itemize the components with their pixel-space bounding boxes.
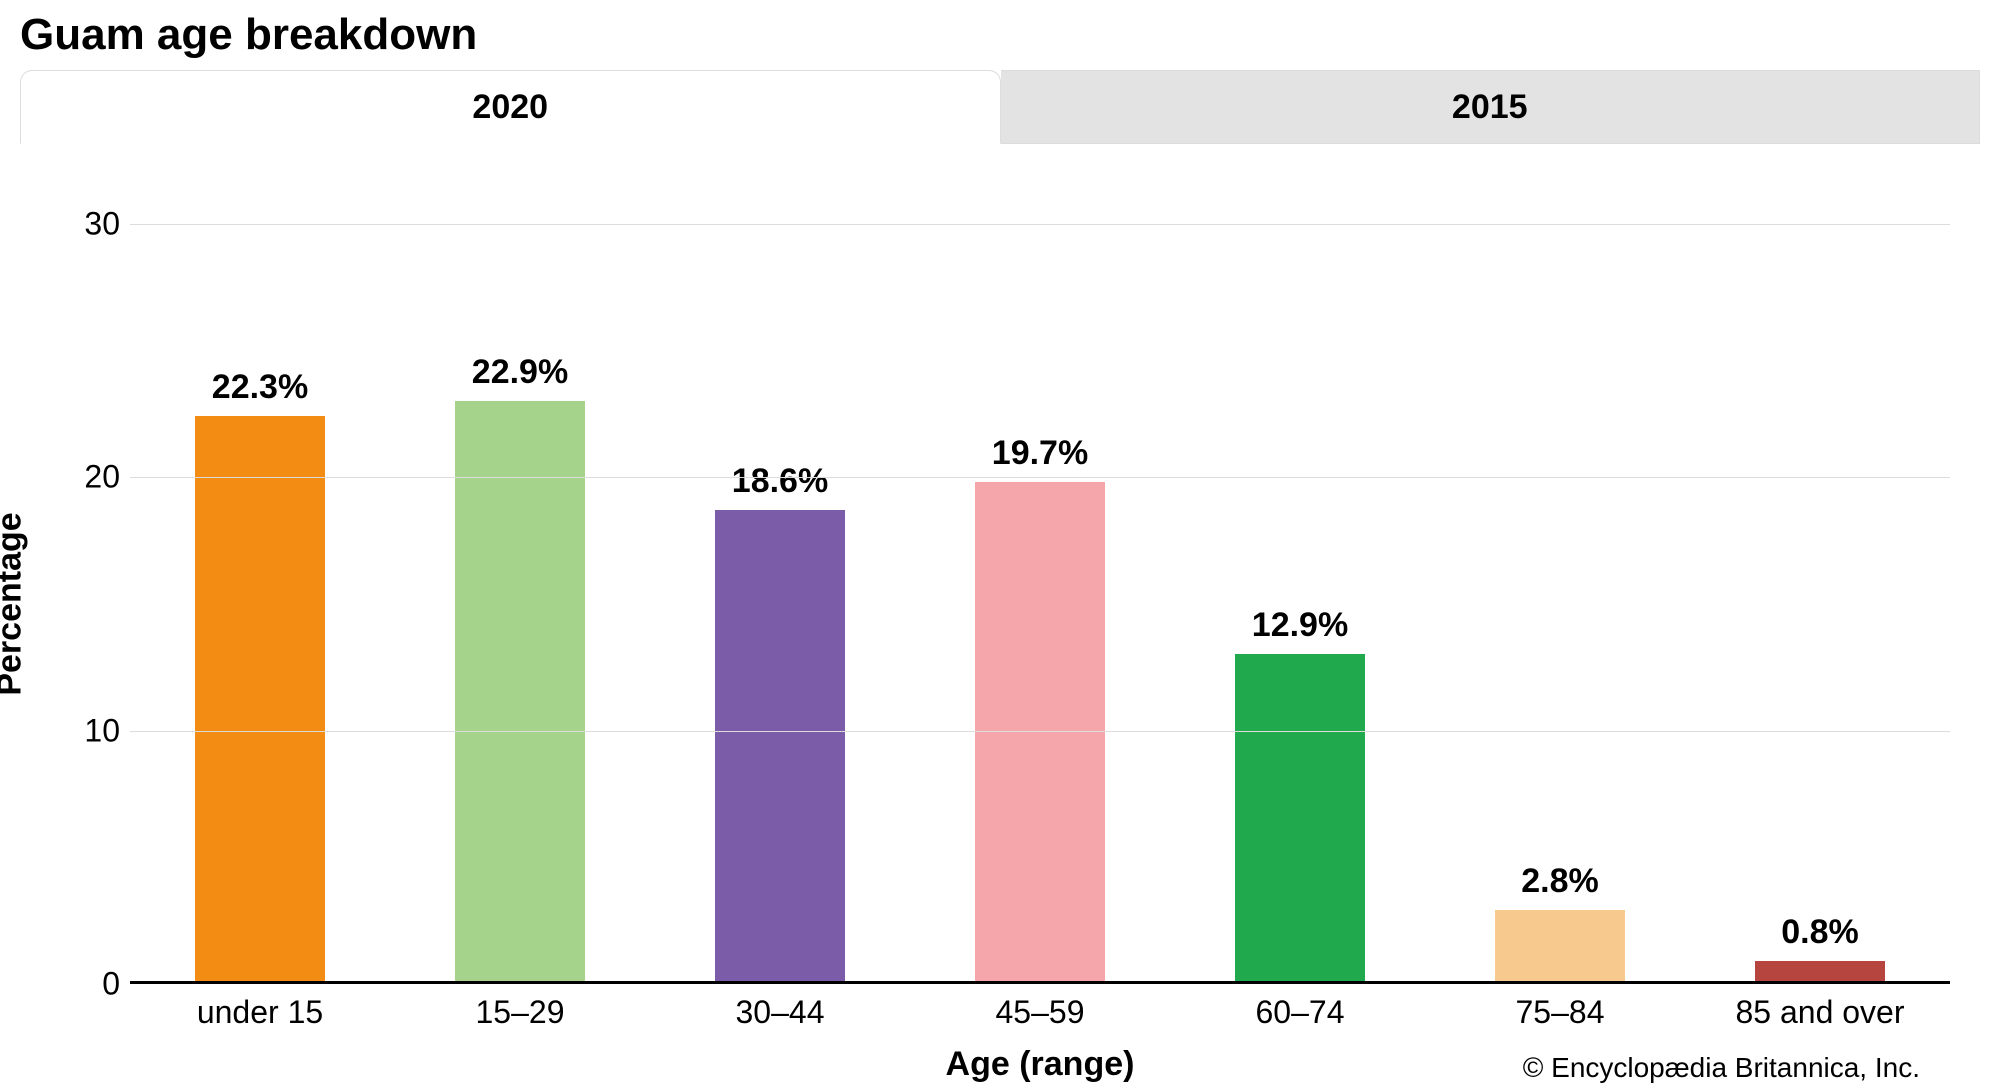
y-axis-label: Percentage <box>0 512 30 695</box>
gridline <box>130 224 1950 225</box>
bar-slot: 2.8%75–84 <box>1430 224 1690 984</box>
bar-value-label: 0.8% <box>1781 913 1859 952</box>
bar-slot: 22.9%15–29 <box>390 224 650 984</box>
bar <box>1235 654 1365 981</box>
x-tick-label: 75–84 <box>1516 994 1605 1031</box>
bar <box>195 416 325 981</box>
x-tick-label: 15–29 <box>476 994 565 1031</box>
plot-area: 22.3%under 1522.9%15–2918.6%30–4419.7%45… <box>130 224 1950 984</box>
bar-value-label: 2.8% <box>1521 862 1599 901</box>
y-tick-label: 10 <box>70 712 120 749</box>
gridline <box>130 731 1950 732</box>
year-tabs: 20202015 <box>20 70 1980 144</box>
x-tick-label: 60–74 <box>1256 994 1345 1031</box>
bar-value-label: 12.9% <box>1252 606 1348 645</box>
bar-slot: 0.8%85 and over <box>1690 224 1950 984</box>
y-tick-label: 30 <box>70 206 120 243</box>
y-tick-label: 20 <box>70 459 120 496</box>
tab-2020[interactable]: 2020 <box>20 70 1001 144</box>
y-tick-label: 0 <box>70 966 120 1003</box>
bar-chart: Percentage 22.3%under 1522.9%15–2918.6%3… <box>20 224 1980 984</box>
bar-slot: 12.9%60–74 <box>1170 224 1430 984</box>
bar-value-label: 18.6% <box>732 462 828 501</box>
x-tick-label: 30–44 <box>736 994 825 1031</box>
tab-2015[interactable]: 2015 <box>1001 70 1981 144</box>
x-axis-label: Age (range) <box>946 1045 1135 1084</box>
chart-title: Guam age breakdown <box>20 10 1980 60</box>
x-tick-label: 45–59 <box>996 994 1085 1031</box>
copyright-text: © Encyclopædia Britannica, Inc. <box>1523 1052 1920 1084</box>
bar <box>455 401 585 981</box>
bar <box>715 510 845 981</box>
bar-value-label: 19.7% <box>992 434 1088 473</box>
bar-value-label: 22.3% <box>212 368 308 407</box>
bars-container: 22.3%under 1522.9%15–2918.6%30–4419.7%45… <box>130 224 1950 984</box>
bar-slot: 18.6%30–44 <box>650 224 910 984</box>
bar-slot: 19.7%45–59 <box>910 224 1170 984</box>
x-tick-label: 85 and over <box>1735 994 1904 1031</box>
x-tick-label: under 15 <box>197 994 323 1031</box>
gridline <box>130 477 1950 478</box>
bar <box>1495 910 1625 981</box>
bar-slot: 22.3%under 15 <box>130 224 390 984</box>
bar-value-label: 22.9% <box>472 353 568 392</box>
bar <box>1755 961 1885 981</box>
